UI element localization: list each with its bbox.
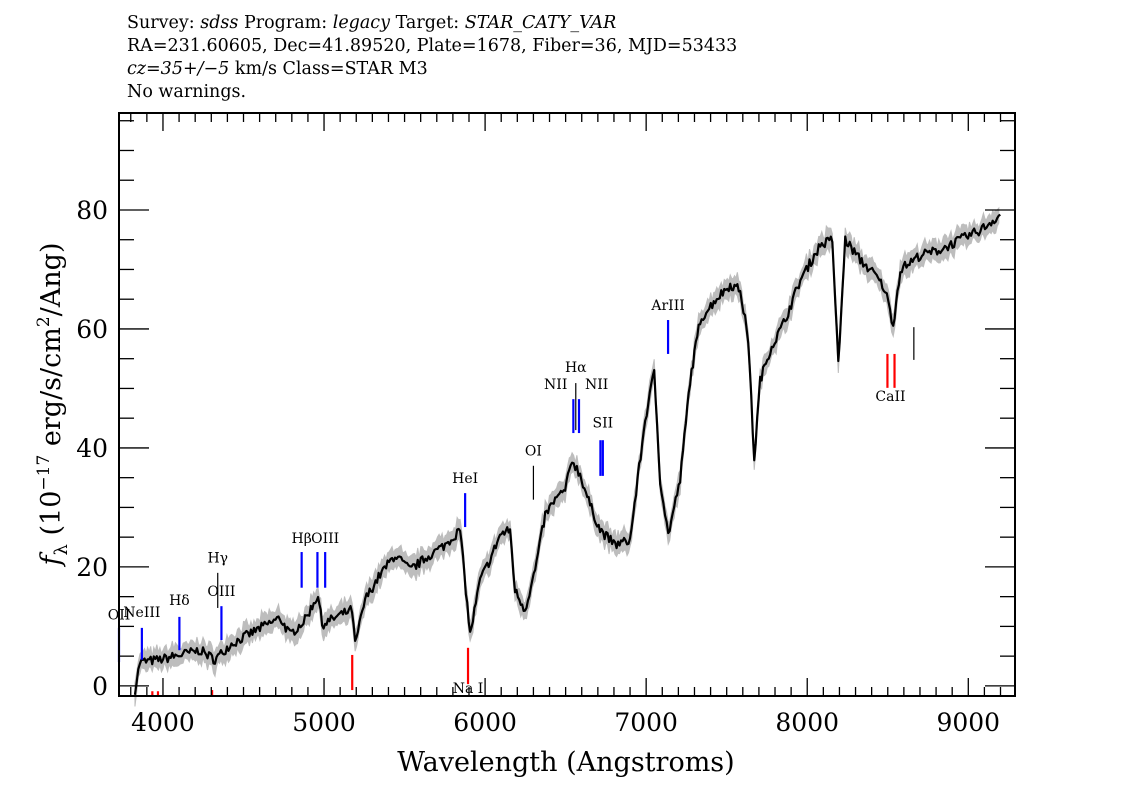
line-label: OIII (311, 531, 339, 547)
spectrum-header: Survey: sdss Program: legacy Target: STA… (127, 12, 737, 104)
x-tick-label: 9000 (936, 708, 1000, 737)
target-label: Target: (395, 13, 460, 33)
line-label: ArIII (650, 298, 684, 314)
survey-value: sdss (200, 13, 239, 33)
line-label: NII (585, 377, 608, 393)
target-value: STAR_CATY_VAR (464, 13, 617, 33)
header-line-redshift: cz=35+/−5 km/s Class=STAR M3 (127, 58, 737, 81)
program-label: Program: (243, 13, 328, 33)
x-tick-label: 4000 (131, 708, 195, 737)
y-tick-label: 0 (92, 672, 108, 701)
header-line-coordinates: RA=231.60605, Dec=41.89520, Plate=1678, … (127, 36, 738, 56)
header-line-warnings: No warnings. (127, 82, 247, 102)
flux-line (133, 213, 1001, 695)
y-tick-labels: 0 20 40 60 80 (76, 196, 108, 701)
x-tick-label: 5000 (292, 708, 356, 737)
survey-label: Survey: (127, 13, 195, 33)
x-axis-label: Wavelength (Angstroms) (397, 747, 734, 778)
flux-series (133, 213, 1001, 695)
line-label: CaII (875, 389, 905, 405)
plot-frame (118, 112, 1016, 697)
line-label: HeI (452, 471, 478, 487)
x-tick-labels: 4000 5000 6000 7000 8000 9000 (131, 708, 1000, 737)
line-label: NII (544, 377, 567, 393)
program-value: legacy (332, 13, 390, 33)
line-label: Hδ (169, 593, 190, 609)
y-axis-label: fλ (10−17 erg/s/cm2/Ang) (34, 243, 72, 568)
error-band-area (134, 206, 1000, 707)
x-tick-label: 6000 (453, 708, 517, 737)
y-tick-label: 40 (76, 434, 108, 463)
y-tick-label: 20 (76, 553, 108, 582)
y-tick-label: 60 (76, 315, 108, 344)
line-label: Hγ (207, 551, 228, 567)
error-band (134, 206, 1000, 707)
class-value: km/s Class=STAR M3 (234, 59, 428, 79)
line-label: Hα (565, 360, 587, 376)
line-label: SII (593, 416, 614, 432)
y-tick-label: 80 (76, 196, 108, 225)
line-label: NeIII (123, 605, 160, 621)
line-label: OIII (207, 584, 235, 600)
axis-ticks (119, 113, 1015, 696)
line-label: Hβ (291, 531, 311, 547)
header-line-target: Survey: sdss Program: legacy Target: STA… (127, 12, 737, 35)
line-label: Na I (453, 681, 484, 697)
x-tick-label: 7000 (614, 708, 678, 737)
line-label: OI (525, 444, 542, 460)
x-tick-label: 8000 (775, 708, 839, 737)
redshift-value: cz=35+/−5 (127, 59, 230, 79)
